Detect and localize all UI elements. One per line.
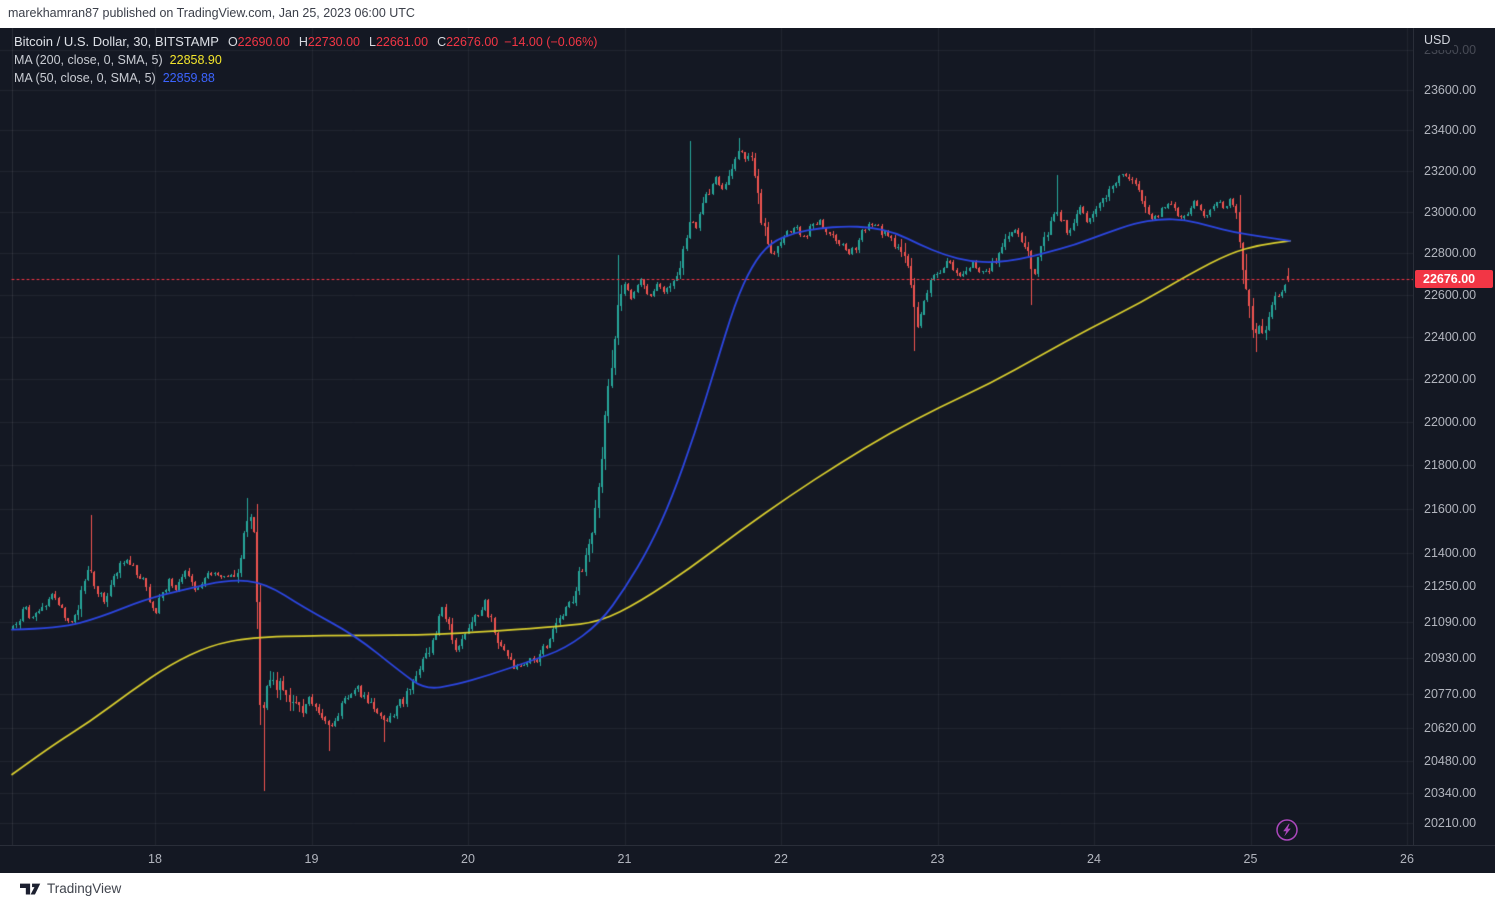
attribution-text: marekhamran87 published on TradingView.c…: [8, 6, 415, 20]
tradingview-logo-icon[interactable]: [20, 882, 41, 897]
price-axis-label: 22200.00: [1424, 372, 1477, 387]
close-label: C: [437, 35, 447, 49]
ma50-label: MA (50, close, 0, SMA, 5): [14, 71, 156, 85]
price-axis-label: 20480.00: [1424, 753, 1477, 768]
high-label: H: [298, 35, 308, 49]
time-axis-label: 26: [1400, 852, 1414, 866]
open-label: O: [227, 35, 238, 49]
price-axis-label: 23200.00: [1424, 163, 1477, 178]
price-axis-label: 20770.00: [1424, 687, 1477, 702]
ma200-label: MA (200, close, 0, SMA, 5): [14, 53, 163, 67]
symbol-legend-row[interactable]: Bitcoin / U.S. Dollar, 30, BITSTAMP O2269…: [14, 33, 597, 51]
time-axis-label: 21: [617, 852, 632, 866]
current-price-badge: 22676.00: [1415, 269, 1493, 288]
time-axis-label: 18: [148, 852, 162, 866]
price-axis-label: 22600.00: [1424, 287, 1477, 302]
high-value: 22730.00: [307, 35, 360, 49]
price-axis-label: 21800.00: [1424, 458, 1477, 473]
chart-area: Bitcoin / U.S. Dollar, 30, BITSTAMP O2269…: [0, 28, 1495, 845]
chart-legend: Bitcoin / U.S. Dollar, 30, BITSTAMP O2269…: [14, 33, 597, 87]
price-axis-label: 20620.00: [1424, 721, 1477, 736]
time-axis-label: 25: [1243, 852, 1258, 866]
time-axis-label: 19: [304, 852, 319, 866]
ma200-legend-row[interactable]: MA (200, close, 0, SMA, 5) 22858.90: [14, 51, 597, 69]
open-value: 22690.00: [237, 35, 290, 49]
time-axis-label: 22: [774, 852, 788, 866]
symbol-title: Bitcoin / U.S. Dollar, 30, BITSTAMP: [14, 34, 219, 49]
time-axis[interactable]: 18 19 20 21 22 23 24 25 26: [0, 845, 1495, 873]
lightning-icon: [1276, 819, 1298, 841]
price-axis-label: 22000.00: [1424, 415, 1477, 430]
price-axis-currency-label: USD: [1424, 32, 1455, 50]
close-value: 22676.00: [446, 35, 499, 49]
price-chart-canvas[interactable]: [0, 28, 1413, 845]
low-label: L: [368, 35, 376, 49]
attribution-bar: marekhamran87 published on TradingView.c…: [0, 0, 1495, 28]
lightning-boost-button[interactable]: [1273, 816, 1301, 844]
price-axis-label: 22800.00: [1424, 246, 1477, 261]
price-axis-label: 20340.00: [1424, 786, 1477, 801]
change-value: −14.00 (−0.06%): [504, 35, 598, 49]
footer-bar: TradingView: [0, 873, 1495, 907]
price-axis-label: 22400.00: [1424, 329, 1477, 344]
price-axis-label: 21250.00: [1424, 579, 1477, 594]
tradingview-wordmark[interactable]: TradingView: [47, 881, 122, 896]
time-axis-label: 20: [461, 852, 475, 866]
ma50-legend-row[interactable]: MA (50, close, 0, SMA, 5) 22859.88: [14, 69, 597, 87]
price-axis[interactable]: USD 23800.00 22676.00 23600.00 23400.00 23…: [1413, 28, 1495, 845]
ma50-value: 22859.88: [162, 71, 215, 85]
time-axis-label: 24: [1087, 852, 1101, 866]
price-axis-label: 23400.00: [1424, 123, 1477, 138]
price-axis-label: 20210.00: [1424, 816, 1477, 831]
low-value: 22661.00: [375, 35, 429, 49]
price-axis-label: 21400.00: [1424, 545, 1477, 560]
price-axis-label: 21600.00: [1424, 501, 1477, 516]
price-axis-label: 20930.00: [1424, 650, 1477, 665]
price-axis-label: 21090.00: [1424, 614, 1477, 629]
time-axis-label: 23: [930, 852, 945, 866]
ma200-value: 22858.90: [169, 53, 222, 67]
price-axis-label: 23600.00: [1424, 83, 1477, 97]
price-axis-label: 23000.00: [1424, 204, 1477, 219]
